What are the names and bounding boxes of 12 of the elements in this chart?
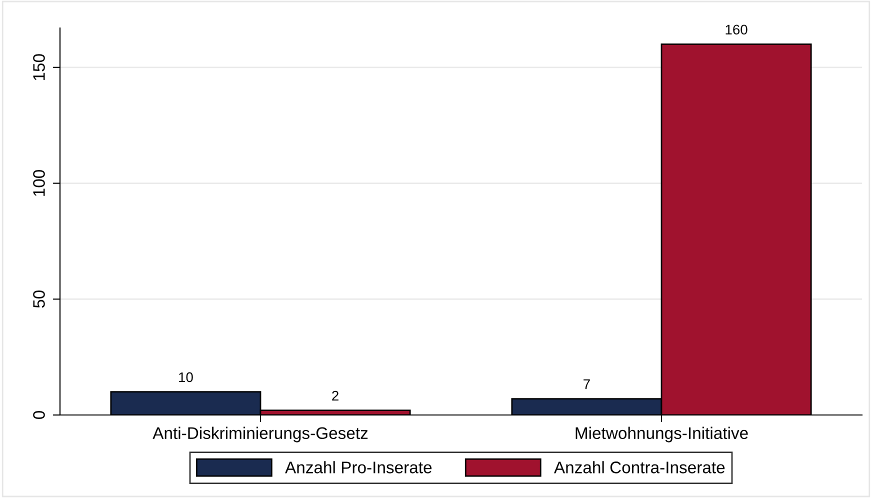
- legend-label: Anzahl Contra-Inserate: [554, 461, 725, 474]
- data-label: 7: [584, 379, 590, 389]
- data-label: 160: [726, 24, 748, 35]
- data-label: 2: [332, 390, 338, 401]
- legend-label: Anzahl Pro-Inserate: [285, 461, 432, 474]
- y-tick-label: 150: [33, 54, 45, 80]
- data-label: 10: [179, 372, 193, 382]
- y-tick-label: 0: [33, 411, 45, 419]
- x-tick-label: Mietwohnungs-Initiative: [576, 426, 748, 442]
- y-tick-label: 100: [33, 170, 45, 196]
- x-tick-label: Anti-Diskriminierungs-Gesetz: [152, 426, 368, 442]
- y-tick-label: 50: [33, 290, 45, 308]
